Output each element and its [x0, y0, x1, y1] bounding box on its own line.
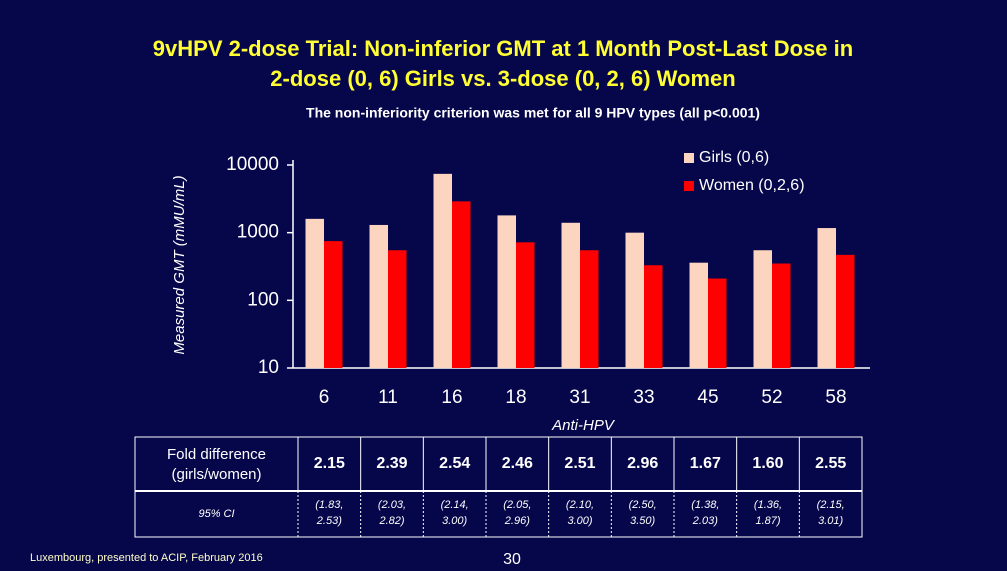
ci-value: 3.01) — [818, 515, 843, 527]
bar — [580, 250, 599, 368]
bar — [561, 222, 580, 368]
bar — [817, 228, 836, 368]
x-tick-label: 58 — [825, 387, 846, 408]
bar — [836, 254, 855, 368]
subtitle: The non-inferiority criterion was met fo… — [306, 105, 760, 121]
x-tick-label: 6 — [319, 387, 330, 408]
bar — [433, 173, 452, 368]
bar — [324, 241, 343, 368]
ci-value: 3.00) — [567, 515, 592, 527]
y-axis-label: Measured GMT (mMU/mL) — [171, 175, 188, 354]
fold-difference: 2.39 — [376, 455, 407, 472]
y-tick-label: 10000 — [226, 154, 279, 175]
fold-difference: 1.67 — [690, 455, 721, 472]
ci-value: 2.53) — [316, 515, 342, 527]
x-tick-label: 31 — [569, 387, 590, 408]
ci-value: (2.50, — [629, 499, 657, 511]
ci-value: 3.50) — [630, 515, 655, 527]
ci-value: (2.14, — [441, 499, 469, 511]
fold-difference: 2.54 — [439, 455, 470, 472]
title-line: 9vHPV 2-dose Trial: Non-inferior GMT at … — [153, 36, 853, 61]
ci-value: 2.03) — [692, 515, 718, 527]
bar — [369, 224, 388, 368]
bar — [625, 232, 644, 368]
bar — [689, 262, 708, 368]
fold-difference: 2.15 — [314, 455, 345, 472]
page-number: 30 — [503, 551, 521, 568]
fold-difference: 1.60 — [752, 455, 783, 472]
ci-value: (2.03, — [378, 499, 406, 511]
x-axis-label: Anti-HPV — [551, 417, 616, 434]
x-tick-label: 52 — [761, 387, 782, 408]
title-line: 2-dose (0, 6) Girls vs. 3-dose (0, 2, 6)… — [270, 66, 735, 91]
x-tick-label: 33 — [633, 387, 654, 408]
ci-value: (1.83, — [315, 499, 343, 511]
legend-swatch — [684, 153, 694, 163]
bar — [644, 265, 663, 368]
row-label: Fold difference — [167, 446, 266, 463]
bar — [708, 278, 727, 368]
ci-value: (2.10, — [566, 499, 594, 511]
row-label: 95% CI — [198, 508, 234, 520]
bar — [753, 250, 772, 368]
legend-label: Women (0,2,6) — [699, 177, 805, 194]
fold-difference: 2.96 — [627, 455, 658, 472]
fold-difference: 2.46 — [502, 455, 533, 472]
fold-difference: 2.51 — [564, 455, 595, 472]
ci-value: 2.96) — [504, 515, 530, 527]
row-label: (girls/women) — [171, 466, 261, 483]
table-border — [134, 436, 863, 538]
ci-value: 2.82) — [378, 515, 404, 527]
footer: Luxembourg, presented to ACIP, February … — [30, 552, 263, 564]
y-tick-label: 1000 — [237, 222, 279, 243]
x-tick-label: 18 — [505, 387, 526, 408]
bar — [497, 215, 516, 368]
bar — [452, 201, 471, 368]
ci-value: 1.87) — [755, 515, 780, 527]
ci-value: (2.05, — [503, 499, 531, 511]
legend-swatch — [684, 181, 694, 191]
legend-label: Girls (0,6) — [699, 149, 769, 166]
x-tick-label: 11 — [378, 387, 398, 408]
x-tick-label: 45 — [697, 387, 718, 408]
y-tick-label: 100 — [247, 289, 279, 310]
ci-value: (1.38, — [691, 499, 719, 511]
ci-value: 3.00) — [442, 515, 467, 527]
fold-difference: 2.55 — [815, 455, 846, 472]
x-tick-label: 16 — [441, 387, 462, 408]
bar — [388, 250, 407, 368]
bar — [772, 263, 791, 368]
y-tick-label: 10 — [258, 357, 279, 378]
bar — [305, 218, 324, 368]
bar — [516, 242, 535, 368]
ci-value: (2.15, — [817, 499, 845, 511]
ci-value: (1.36, — [754, 499, 782, 511]
